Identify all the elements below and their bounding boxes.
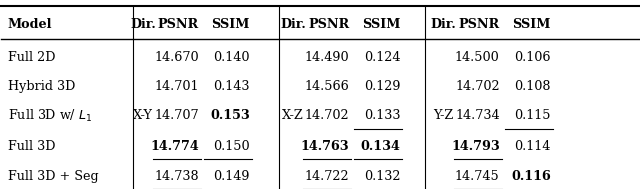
Text: Dir.: Dir.: [130, 18, 156, 31]
Text: 14.722: 14.722: [305, 170, 349, 183]
Text: Y-Z: Y-Z: [433, 109, 454, 122]
Text: 0.153: 0.153: [210, 109, 250, 122]
Text: Full 2D: Full 2D: [8, 51, 55, 64]
Text: Model: Model: [8, 18, 52, 31]
Text: 14.566: 14.566: [305, 80, 349, 93]
Text: 0.132: 0.132: [364, 170, 400, 183]
Text: 0.115: 0.115: [514, 109, 550, 122]
Text: 14.701: 14.701: [154, 80, 199, 93]
Text: 14.738: 14.738: [154, 170, 199, 183]
Text: 14.490: 14.490: [305, 51, 349, 64]
Text: PSNR: PSNR: [308, 18, 349, 31]
Text: 14.774: 14.774: [150, 140, 199, 153]
Text: 0.114: 0.114: [515, 140, 550, 153]
Text: 0.129: 0.129: [364, 80, 400, 93]
Text: 0.140: 0.140: [213, 51, 250, 64]
Text: SSIM: SSIM: [362, 18, 400, 31]
Text: SSIM: SSIM: [212, 18, 250, 31]
Text: Dir.: Dir.: [280, 18, 306, 31]
Text: Full 3D + Seg: Full 3D + Seg: [8, 170, 99, 183]
Text: 14.763: 14.763: [301, 140, 349, 153]
Text: 0.134: 0.134: [360, 140, 400, 153]
Text: 14.734: 14.734: [455, 109, 500, 122]
Text: 14.707: 14.707: [154, 109, 199, 122]
Text: 0.149: 0.149: [213, 170, 250, 183]
Text: Dir.: Dir.: [431, 18, 456, 31]
Text: 14.702: 14.702: [305, 109, 349, 122]
Text: PSNR: PSNR: [157, 18, 199, 31]
Text: 14.500: 14.500: [455, 51, 500, 64]
Text: 0.143: 0.143: [213, 80, 250, 93]
Text: Full 3D w/ $L_1$: Full 3D w/ $L_1$: [8, 108, 92, 124]
Text: 0.116: 0.116: [511, 170, 550, 183]
Text: 0.124: 0.124: [364, 51, 400, 64]
Text: 14.745: 14.745: [455, 170, 500, 183]
Text: 14.670: 14.670: [154, 51, 199, 64]
Text: 14.702: 14.702: [455, 80, 500, 93]
Text: 0.133: 0.133: [364, 109, 400, 122]
Text: Full 3D: Full 3D: [8, 140, 55, 153]
Text: 0.106: 0.106: [514, 51, 550, 64]
Text: 0.150: 0.150: [213, 140, 250, 153]
Text: Hybrid 3D: Hybrid 3D: [8, 80, 75, 93]
Text: 0.108: 0.108: [514, 80, 550, 93]
Text: PSNR: PSNR: [458, 18, 500, 31]
Text: 14.793: 14.793: [451, 140, 500, 153]
Text: SSIM: SSIM: [512, 18, 550, 31]
Text: X-Z: X-Z: [282, 109, 304, 122]
Text: X-Y: X-Y: [133, 109, 153, 122]
